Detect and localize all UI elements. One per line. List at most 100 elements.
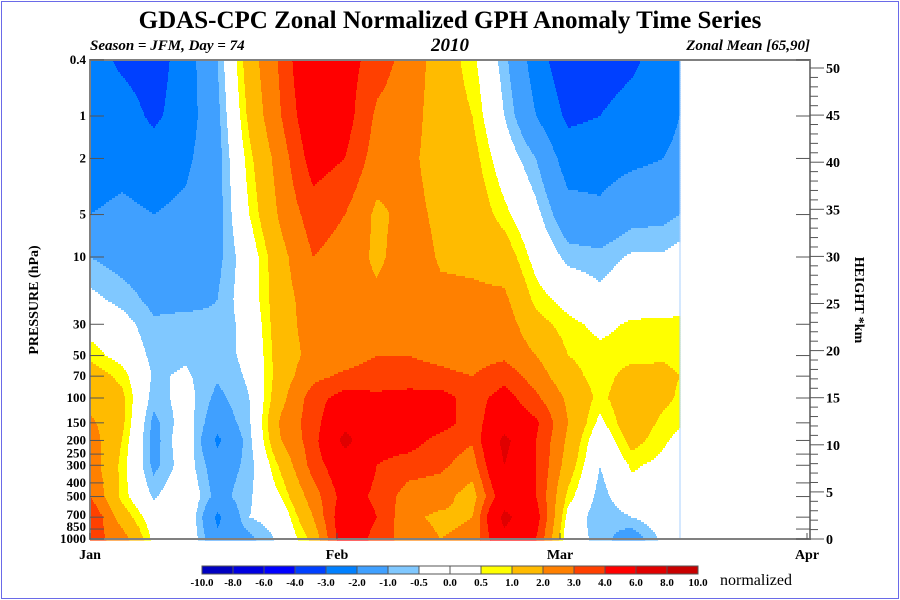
contour-cell <box>501 86 512 89</box>
contour-cell <box>620 450 663 453</box>
contour-cell <box>510 442 537 445</box>
contour-cell <box>611 100 681 103</box>
contour-cell <box>235 252 259 255</box>
contour-cell <box>490 148 516 151</box>
contour-cell <box>546 526 554 529</box>
contour-cell <box>102 350 146 353</box>
contour-cell <box>543 218 556 221</box>
contour-cell <box>353 120 373 123</box>
contour-cell <box>529 72 553 75</box>
contour-cell <box>509 448 537 451</box>
contour-cell <box>262 102 281 105</box>
contour-cell <box>485 184 500 187</box>
contour-cell <box>494 166 525 169</box>
contour-cell <box>355 110 375 113</box>
contour-cell <box>90 106 142 109</box>
contour-cell <box>230 160 246 163</box>
contour-cell <box>489 144 515 147</box>
contour-cell <box>125 404 133 407</box>
contour-cell <box>299 360 368 363</box>
contour-cell <box>129 438 144 441</box>
contour-cell <box>107 500 122 503</box>
contour-cell <box>194 426 204 429</box>
contour-cell <box>272 352 302 355</box>
contour-cell <box>529 76 554 79</box>
contour-cell <box>249 210 259 213</box>
contour-cell <box>486 130 510 133</box>
contour-cell <box>283 442 304 445</box>
contour-cell <box>306 394 335 397</box>
contour-cell <box>340 440 353 443</box>
contour-cell <box>263 234 283 237</box>
contour-cell <box>132 404 149 407</box>
contour-cell <box>528 344 565 347</box>
contour-cell <box>195 398 212 401</box>
contour-cell <box>274 184 294 187</box>
contour-cell <box>121 444 129 447</box>
contour-cell <box>302 218 343 221</box>
contour-cell <box>463 74 479 77</box>
contour-cell <box>500 224 517 227</box>
contour-cell <box>90 496 106 499</box>
contour-cell <box>197 126 222 129</box>
contour-cell <box>251 432 264 435</box>
contour-cell <box>336 532 371 535</box>
contour-cell <box>484 414 533 417</box>
contour-cell <box>229 150 245 153</box>
contour-cell <box>430 362 497 365</box>
contour-cell <box>587 524 648 527</box>
contour-cell <box>196 518 203 521</box>
contour-cell <box>263 348 273 351</box>
contour-cell <box>554 518 563 521</box>
contour-cell <box>328 472 376 475</box>
contour-cell <box>424 104 470 107</box>
contour-cell <box>279 84 295 87</box>
contour-cell <box>133 394 150 397</box>
contour-cell <box>90 326 138 329</box>
contour-cell <box>90 438 101 441</box>
contour-cell <box>234 414 251 417</box>
contour-cell <box>161 208 224 211</box>
contour-cell <box>627 254 681 257</box>
contour-cell <box>586 326 619 329</box>
contour-cell <box>375 520 395 523</box>
contour-cell <box>253 486 277 489</box>
contour-cell <box>420 166 482 169</box>
contour-cell <box>637 168 681 171</box>
contour-cell <box>269 144 288 147</box>
contour-cell <box>301 418 323 421</box>
contour-cell <box>561 524 566 527</box>
contour-cell <box>546 494 557 497</box>
contour-cell <box>234 294 260 297</box>
contour-cell <box>90 196 116 199</box>
contour-cell <box>595 490 609 493</box>
contour-cell <box>118 464 128 467</box>
contour-cell <box>622 234 681 237</box>
contour-cell <box>455 458 477 461</box>
contour-cell <box>480 160 494 163</box>
contour-cell <box>254 170 274 173</box>
contour-cell <box>394 534 439 537</box>
contour-cell <box>536 464 550 467</box>
contour-cell <box>426 64 462 67</box>
contour-cell <box>210 490 234 493</box>
contour-cell <box>517 122 541 125</box>
contour-cell <box>221 438 244 441</box>
contour-cell <box>564 310 681 313</box>
contour-cell <box>467 98 482 101</box>
contour-cell <box>121 74 169 77</box>
contour-cell <box>129 376 152 379</box>
contour-cell <box>481 510 490 513</box>
contour-cell <box>369 252 387 255</box>
contour-cell <box>298 120 354 123</box>
contour-cell <box>489 396 517 399</box>
contour-cell <box>90 450 102 453</box>
contour-cell <box>598 280 602 283</box>
contour-cell <box>203 308 235 311</box>
contour-cell <box>292 502 309 505</box>
contour-cell <box>269 284 293 287</box>
contour-cell <box>282 440 304 443</box>
contour-cell <box>335 506 374 509</box>
contour-cell <box>95 210 150 213</box>
contour-cell <box>562 308 681 311</box>
